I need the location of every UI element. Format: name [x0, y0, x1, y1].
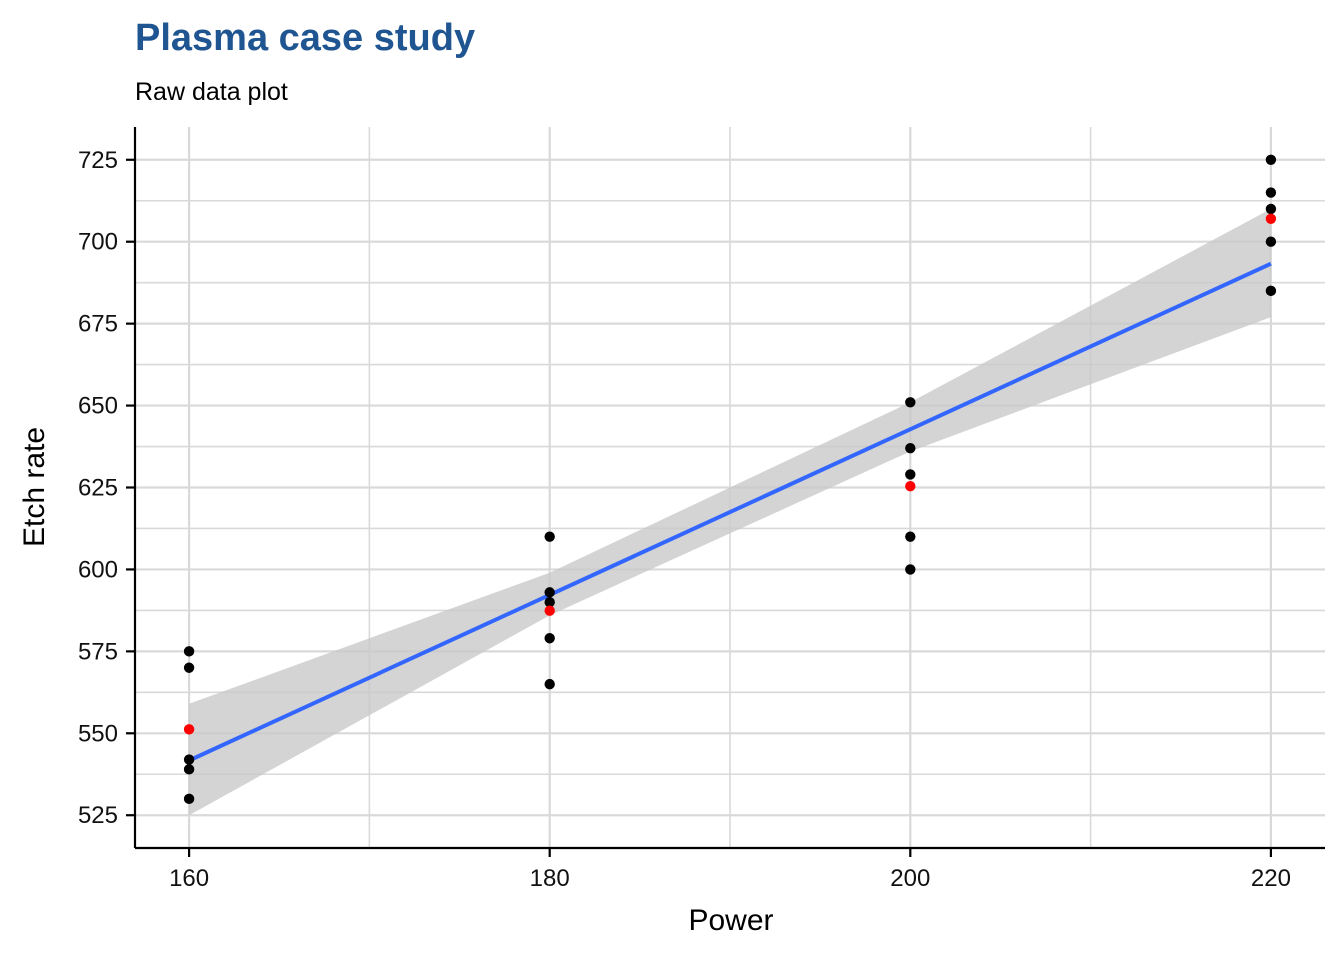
raw-data-point: [1265, 154, 1277, 165]
y-tick-label: 550: [78, 720, 118, 747]
chart-subtitle: Raw data plot: [135, 78, 288, 106]
mean-point: [544, 605, 555, 616]
fit-line-group: [188, 261, 1272, 763]
y-tick-label: 675: [78, 311, 118, 338]
axes: 160 180 200 220 525 550 575 600 625 650 675 700 725: [78, 127, 1325, 892]
raw-data-point: [183, 662, 195, 673]
points-group: [183, 154, 1277, 805]
raw-data-point: [544, 531, 555, 542]
raw-data-point: [544, 633, 555, 644]
y-tick-label: 575: [78, 638, 118, 665]
y-tick-label: 625: [78, 475, 118, 502]
raw-data-point: [183, 793, 195, 805]
mean-point: [905, 480, 916, 492]
chart-title: Plasma case study: [135, 17, 475, 59]
raw-data-point: [905, 469, 916, 480]
y-tick-label: 700: [78, 229, 118, 256]
raw-data-point: [544, 678, 555, 690]
y-tick-label: 600: [78, 556, 118, 583]
raw-data-point: [905, 564, 916, 575]
y-tick-label: 525: [78, 802, 118, 829]
raw-data-point: [1265, 285, 1277, 297]
raw-data-point: [1265, 203, 1277, 215]
fit-line: [188, 261, 1272, 763]
x-tick-label: 180: [530, 865, 570, 892]
raw-data-point: [544, 597, 555, 608]
mean-point: [1265, 213, 1277, 224]
x-tick-label: 160: [169, 865, 209, 892]
raw-data-point: [1265, 236, 1277, 247]
y-axis-title: Etch rate: [18, 427, 51, 547]
raw-data-point: [905, 531, 916, 542]
raw-data-point: [1265, 187, 1277, 198]
raw-data-point: [905, 442, 916, 454]
y-tick-label: 650: [78, 393, 118, 420]
mean-point: [183, 724, 195, 735]
raw-data-point: [183, 646, 195, 657]
raw-data-point: [183, 754, 195, 765]
x-tick-label: 220: [1251, 865, 1291, 892]
raw-data-point: [905, 397, 916, 408]
raw-data-point: [544, 587, 555, 598]
x-axis-title: Power: [688, 904, 773, 937]
raw-data-point: [183, 764, 195, 775]
y-tick-label: 725: [78, 147, 118, 174]
x-tick-label: 200: [890, 865, 930, 892]
